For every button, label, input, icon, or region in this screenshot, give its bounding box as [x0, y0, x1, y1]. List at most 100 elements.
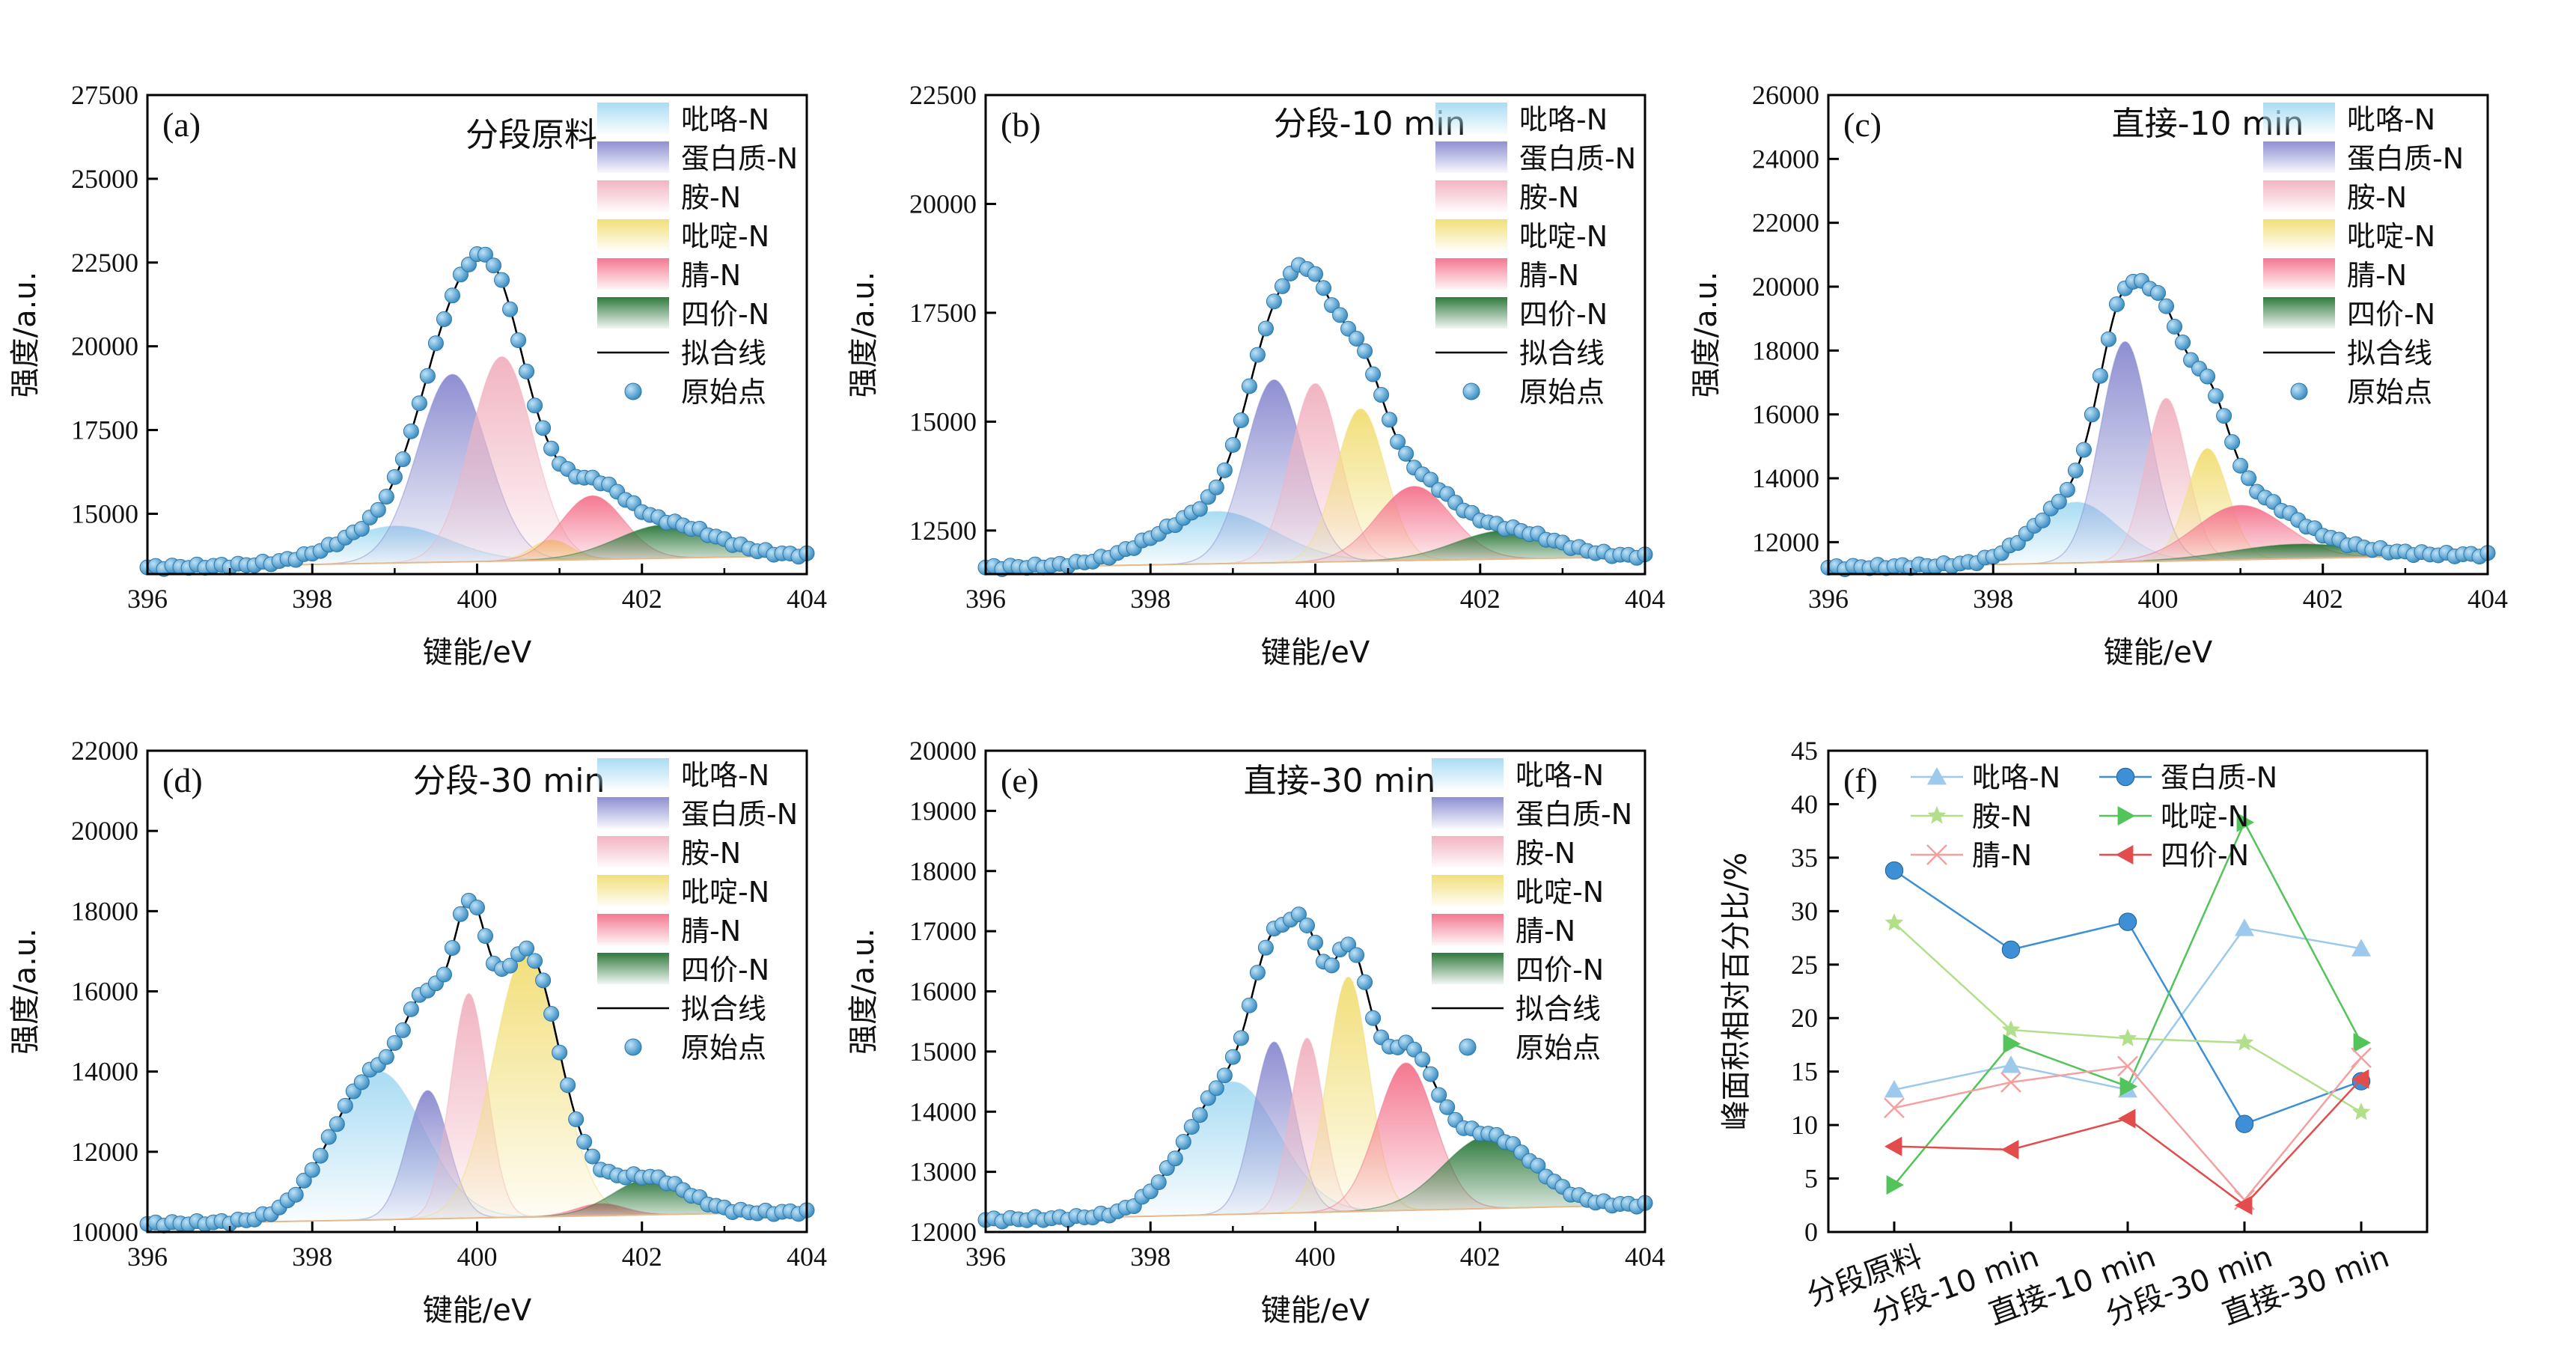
- legend-label: 吡啶-N: [681, 876, 769, 909]
- legend-swatch: [1432, 797, 1504, 829]
- series-point: [1884, 913, 1904, 931]
- legend-raw-point: [624, 382, 642, 400]
- raw-data-point: [1191, 501, 1208, 517]
- legend-label: 胺-N: [1519, 181, 1579, 214]
- legend-swatch: [1432, 914, 1504, 945]
- raw-data-point: [419, 368, 436, 384]
- raw-data-point: [1324, 957, 1340, 974]
- x-tick-label: 398: [292, 1242, 332, 1272]
- raw-data-point: [519, 363, 535, 379]
- panel-label: (e): [1001, 761, 1039, 799]
- y-axis-title: 强度/a.u.: [1689, 272, 1724, 398]
- legend-label: 四价-N: [2161, 839, 2249, 872]
- y-tick-label: 22000: [71, 736, 138, 766]
- raw-data-point: [568, 1111, 585, 1127]
- y-tick-label: 16000: [71, 977, 138, 1007]
- x-tick-label: 400: [1295, 1242, 1336, 1272]
- y-tick-label: 35: [1791, 843, 1818, 873]
- raw-data-point: [1357, 343, 1373, 359]
- raw-data-point: [2208, 388, 2224, 404]
- legend-swatch: [597, 180, 669, 212]
- legend-label: 四价-N: [1516, 954, 1604, 986]
- raw-data-point: [486, 257, 502, 274]
- series-point: [2351, 1103, 2371, 1120]
- raw-data-point: [1233, 412, 1249, 429]
- raw-data-point: [436, 311, 452, 327]
- raw-data-point: [1365, 1010, 1382, 1026]
- legend-label: 吡啶-N: [1516, 876, 1604, 909]
- x-tick-label: 404: [2467, 584, 2508, 614]
- y-tick-label: 27500: [71, 80, 138, 110]
- raw-data-point: [1216, 1067, 1233, 1084]
- legend-swatch: [2263, 180, 2335, 212]
- raw-data-point: [394, 451, 411, 468]
- y-tick-label: 18000: [71, 896, 138, 926]
- y-tick-label: 20000: [1752, 272, 1819, 302]
- raw-data-point: [452, 906, 468, 922]
- series-point: [2001, 1019, 2021, 1038]
- x-tick-label: 398: [1973, 584, 2013, 614]
- legend-label: 拟合线: [1519, 337, 1605, 370]
- raw-data-point: [1316, 280, 1332, 296]
- y-tick-label: 20000: [71, 816, 138, 846]
- raw-data-point: [2224, 434, 2241, 451]
- y-tick-label: 14000: [1752, 463, 1819, 493]
- raw-data-point: [585, 1148, 601, 1165]
- legend-swatch: [597, 836, 669, 867]
- raw-data-point: [2167, 318, 2183, 335]
- legend-label: 腈-N: [681, 259, 741, 292]
- raw-data-point: [1431, 1087, 1447, 1103]
- raw-data-point: [2232, 457, 2249, 474]
- legend-swatch: [1435, 258, 1507, 290]
- y-tick-label: 17500: [909, 298, 977, 328]
- legend-swatch: [1435, 103, 1507, 134]
- y-tick-label: 14000: [71, 1057, 138, 1087]
- x-axis-title: 键能/eV: [2104, 635, 2213, 670]
- series-point: [1884, 1079, 1904, 1098]
- legend-swatch: [2263, 297, 2335, 329]
- panel-title: 直接-30 min: [1244, 762, 1436, 800]
- raw-data-point: [1150, 1174, 1167, 1191]
- y-tick-label: 25000: [71, 164, 138, 194]
- raw-data-point: [543, 440, 560, 457]
- peak-area: [1828, 397, 2488, 569]
- y-tick-label: 15000: [71, 498, 138, 528]
- series-point: [1884, 1136, 1902, 1156]
- legend-label: 胺-N: [1972, 800, 2032, 833]
- raw-data-point: [378, 489, 394, 505]
- raw-data-point: [2200, 368, 2216, 385]
- x-tick-label: 398: [292, 584, 332, 614]
- raw-data-point: [2216, 408, 2232, 424]
- raw-data-point: [1241, 997, 1257, 1013]
- series-line: [1893, 1057, 2362, 1202]
- legend-swatch: [2263, 141, 2335, 173]
- raw-data-point: [494, 272, 510, 288]
- panel-label: (c): [1843, 106, 1881, 144]
- series-point: [2236, 812, 2254, 832]
- raw-data-point: [403, 423, 419, 439]
- y-tick-label: 15000: [909, 406, 977, 436]
- raw-data-point: [1414, 1051, 1431, 1067]
- series-point: [1884, 861, 1904, 880]
- raw-data-point: [329, 1116, 345, 1132]
- raw-data-point: [2067, 463, 2084, 479]
- raw-data-point: [2150, 284, 2166, 301]
- raw-data-point: [527, 953, 543, 969]
- legend-label: 吡啶-N: [2347, 220, 2435, 253]
- series-point: [2116, 845, 2134, 864]
- series-point: [1886, 1175, 1904, 1195]
- raw-data-point: [353, 1074, 370, 1091]
- series-point: [2118, 1108, 2136, 1129]
- legend-label: 吡咯-N: [1519, 103, 1608, 136]
- x-tick-label: 404: [787, 1242, 827, 1272]
- raw-data-point: [2059, 481, 2075, 498]
- legend-swatch: [597, 258, 669, 290]
- raw-data-point: [535, 420, 552, 436]
- raw-data-point: [312, 1147, 329, 1164]
- x-tick-label: 396: [965, 1242, 1006, 1272]
- legend-raw-point: [2290, 382, 2308, 400]
- series-point: [2235, 1033, 2254, 1051]
- series-point: [2351, 1069, 2369, 1089]
- raw-data-point: [502, 957, 519, 974]
